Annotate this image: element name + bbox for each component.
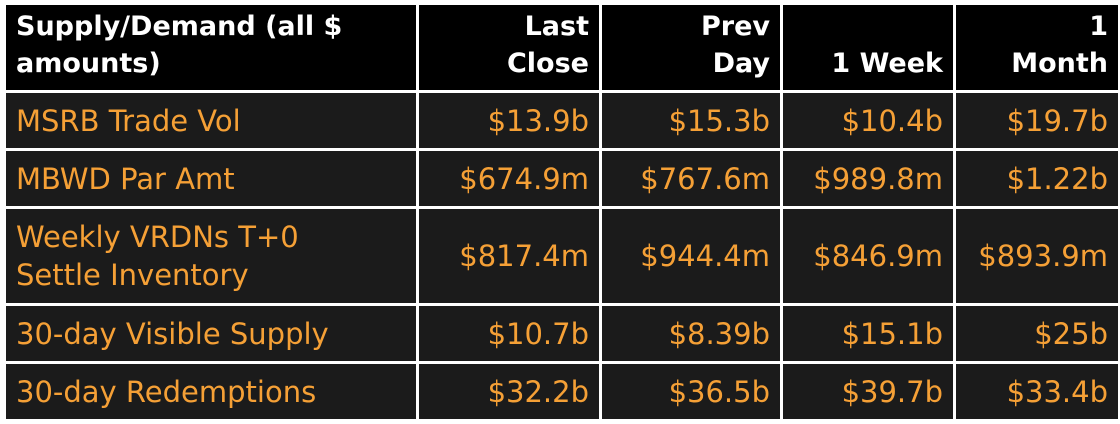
table-row-30-day-redemptions: 30-day Redemptions $32.2b $36.5b $39.7b … <box>6 364 1118 419</box>
value-cell: $8.39b <box>602 306 780 361</box>
value-cell: $10.4b <box>783 93 953 148</box>
value-cell: $674.9m <box>419 151 599 206</box>
table-row-30-day-visible-supply: 30-day Visible Supply $10.7b $8.39b $15.… <box>6 306 1118 361</box>
value-cell: $36.5b <box>602 364 780 419</box>
value-cell: $989.8m <box>783 151 953 206</box>
column-header-line: 1 <box>1089 11 1108 42</box>
header-label-line: amounts) <box>16 48 161 79</box>
column-header-last-close: Last Close <box>419 5 599 90</box>
value-cell: $893.9m <box>956 209 1118 303</box>
row-label-mbwd-par-amt: MBWD Par Amt <box>6 151 416 206</box>
value-cell: $39.7b <box>783 364 953 419</box>
value-cell: $15.3b <box>602 93 780 148</box>
header-label-cell: Supply/Demand (all $ amounts) <box>6 5 416 90</box>
table-row-weekly-vrdns: Weekly VRDNs T+0 Settle Inventory $817.4… <box>6 209 1118 303</box>
column-header-prev-day: Prev Day <box>602 5 780 90</box>
value-cell: $10.7b <box>419 306 599 361</box>
header-label-line: Supply/Demand (all $ <box>16 11 343 42</box>
row-label-30-day-visible-supply: 30-day Visible Supply <box>6 306 416 361</box>
value-cell: $944.4m <box>602 209 780 303</box>
value-cell: $767.6m <box>602 151 780 206</box>
value-cell: $15.1b <box>783 306 953 361</box>
row-label-weekly-vrdns: Weekly VRDNs T+0 Settle Inventory <box>6 209 416 303</box>
value-cell: $846.9m <box>783 209 953 303</box>
column-header-line: Day <box>712 48 770 79</box>
value-cell: $19.7b <box>956 93 1118 148</box>
column-header-line: Close <box>506 48 589 79</box>
column-header-line: 1 Week <box>831 48 943 79</box>
row-label-line: Weekly VRDNs T+0 <box>16 220 299 254</box>
supply-demand-table: Supply/Demand (all $ amounts) Last Close… <box>3 2 1120 422</box>
supply-demand-table-frame: Supply/Demand (all $ amounts) Last Close… <box>6 5 1118 419</box>
row-label-30-day-redemptions: 30-day Redemptions <box>6 364 416 419</box>
column-header-1-month: 1 Month <box>956 5 1118 90</box>
table-row-mbwd-par-amt: MBWD Par Amt $674.9m $767.6m $989.8m $1.… <box>6 151 1118 206</box>
value-cell: $817.4m <box>419 209 599 303</box>
header-row: Supply/Demand (all $ amounts) Last Close… <box>6 5 1118 90</box>
value-cell: $33.4b <box>956 364 1118 419</box>
table-row-msrb-trade-vol: MSRB Trade Vol $13.9b $15.3b $10.4b $19.… <box>6 93 1118 148</box>
value-cell: $1.22b <box>956 151 1118 206</box>
column-header-1-week: 1 Week <box>783 5 953 90</box>
column-header-line: Month <box>1011 48 1108 79</box>
column-header-line: Prev <box>700 11 770 42</box>
row-label-msrb-trade-vol: MSRB Trade Vol <box>6 93 416 148</box>
value-cell: $13.9b <box>419 93 599 148</box>
row-label-line: Settle Inventory <box>16 258 249 292</box>
value-cell: $25b <box>956 306 1118 361</box>
value-cell: $32.2b <box>419 364 599 419</box>
column-header-line: Last <box>524 11 589 42</box>
